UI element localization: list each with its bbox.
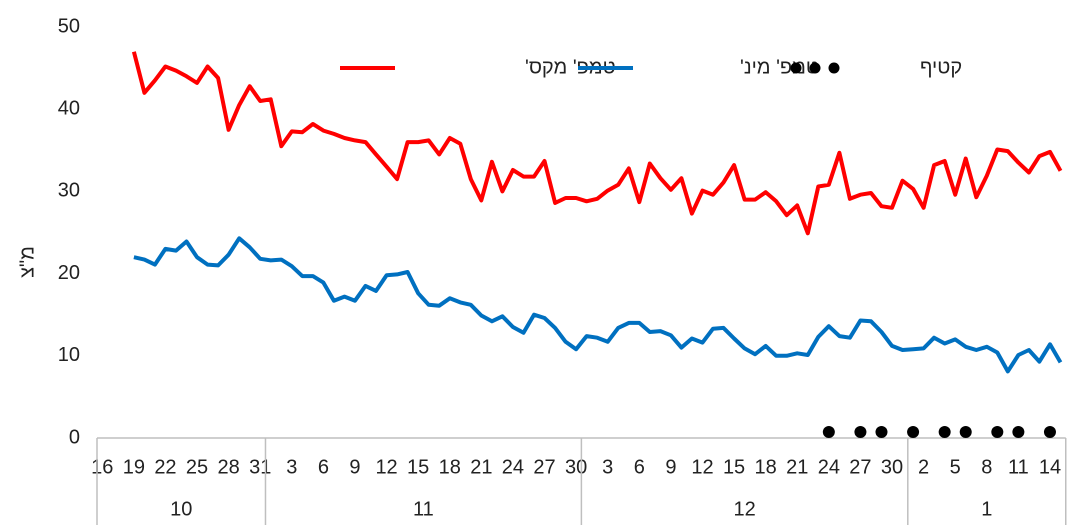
y-tick-label: 50: [58, 15, 80, 37]
series-line: [133, 236, 1063, 374]
month-label: 11: [413, 498, 434, 520]
x-tick-label: 22: [154, 456, 176, 478]
x-tick-label: 6: [634, 456, 645, 478]
x-tick-label: 9: [349, 456, 360, 478]
legend-marker: [809, 62, 821, 74]
x-tick-label: 12: [375, 456, 397, 478]
harvest-dot: [822, 426, 835, 438]
month-label: 10: [170, 498, 192, 520]
month-label: 1: [981, 498, 992, 520]
legend-marker: [828, 62, 840, 74]
series-line: [131, 51, 1063, 236]
legend-marker: [790, 62, 802, 74]
harvest-dot: [991, 426, 1004, 438]
x-tick-label: 15: [723, 456, 745, 478]
month-label: 12: [733, 498, 755, 520]
x-tick-label: 15: [407, 456, 429, 478]
x-tick-label: 21: [786, 456, 808, 478]
x-tick-label: 16: [91, 456, 113, 478]
x-tick-label: 11: [1008, 456, 1029, 478]
y-tick-label: 0: [69, 426, 80, 448]
x-tick-label: 30: [881, 456, 903, 478]
x-tick-label: 9: [665, 456, 676, 478]
harvest-dot: [1012, 426, 1025, 438]
x-tick-label: 5: [950, 456, 961, 478]
x-tick-label: 14: [1039, 456, 1061, 478]
x-tick-label: 8: [981, 456, 992, 478]
y-tick-label: 20: [58, 262, 80, 284]
x-tick-label: 24: [818, 456, 840, 478]
x-tick-label: 18: [755, 456, 777, 478]
x-tick-label: 24: [502, 456, 524, 478]
x-tick-label: 3: [602, 456, 613, 478]
harvest-dot: [907, 426, 920, 438]
harvest-dot: [875, 426, 888, 438]
x-tick-label: 6: [318, 456, 329, 478]
x-tick-label: 12: [691, 456, 713, 478]
harvest-dot: [854, 426, 867, 438]
x-tick-label: 25: [186, 456, 208, 478]
y-tick-label: 40: [58, 97, 80, 119]
x-tick-label: 27: [849, 456, 871, 478]
y-tick-label: 30: [58, 180, 80, 202]
legend-label: טמפ' מקס': [525, 56, 616, 78]
x-tick-label: 27: [533, 456, 555, 478]
harvest-dot: [938, 426, 951, 438]
legend-label: קטיף: [920, 56, 962, 78]
harvest-dot: [959, 426, 972, 438]
x-tick-label: 30: [565, 456, 587, 478]
x-tick-label: 18: [439, 456, 461, 478]
x-tick-label: 31: [249, 456, 271, 478]
legend-label: טמפ' מינ': [740, 56, 819, 78]
x-tick-label: 2: [918, 456, 929, 478]
x-tick-label: 19: [123, 456, 145, 478]
y-axis-label: מ"צ: [16, 246, 38, 278]
x-tick-label: 28: [218, 456, 240, 478]
harvest-dot: [1043, 426, 1056, 438]
y-tick-label: 10: [58, 344, 80, 366]
x-tick-label: 21: [470, 456, 492, 478]
x-tick-label: 3: [286, 456, 297, 478]
